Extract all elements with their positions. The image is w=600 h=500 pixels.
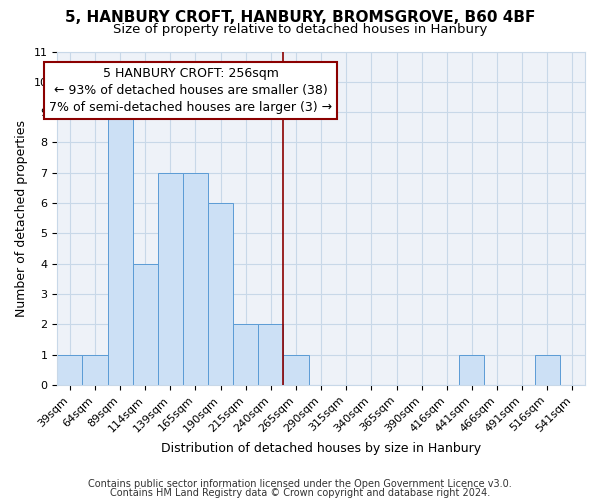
Text: 5 HANBURY CROFT: 256sqm
← 93% of detached houses are smaller (38)
7% of semi-det: 5 HANBURY CROFT: 256sqm ← 93% of detache… [49, 66, 332, 114]
Bar [259, 324, 283, 385]
Bar [460, 354, 484, 385]
Bar [133, 264, 158, 385]
Bar [233, 324, 259, 385]
Bar [183, 173, 208, 385]
Bar [535, 354, 560, 385]
Text: Contains HM Land Registry data © Crown copyright and database right 2024.: Contains HM Land Registry data © Crown c… [110, 488, 490, 498]
Text: Contains public sector information licensed under the Open Government Licence v3: Contains public sector information licen… [88, 479, 512, 489]
Bar [283, 354, 308, 385]
Bar [107, 112, 133, 385]
Y-axis label: Number of detached properties: Number of detached properties [15, 120, 28, 317]
Bar [158, 173, 183, 385]
Bar [57, 354, 82, 385]
X-axis label: Distribution of detached houses by size in Hanbury: Distribution of detached houses by size … [161, 442, 481, 455]
Text: Size of property relative to detached houses in Hanbury: Size of property relative to detached ho… [113, 22, 487, 36]
Text: 5, HANBURY CROFT, HANBURY, BROMSGROVE, B60 4BF: 5, HANBURY CROFT, HANBURY, BROMSGROVE, B… [65, 10, 535, 25]
Bar [82, 354, 107, 385]
Bar [208, 203, 233, 385]
